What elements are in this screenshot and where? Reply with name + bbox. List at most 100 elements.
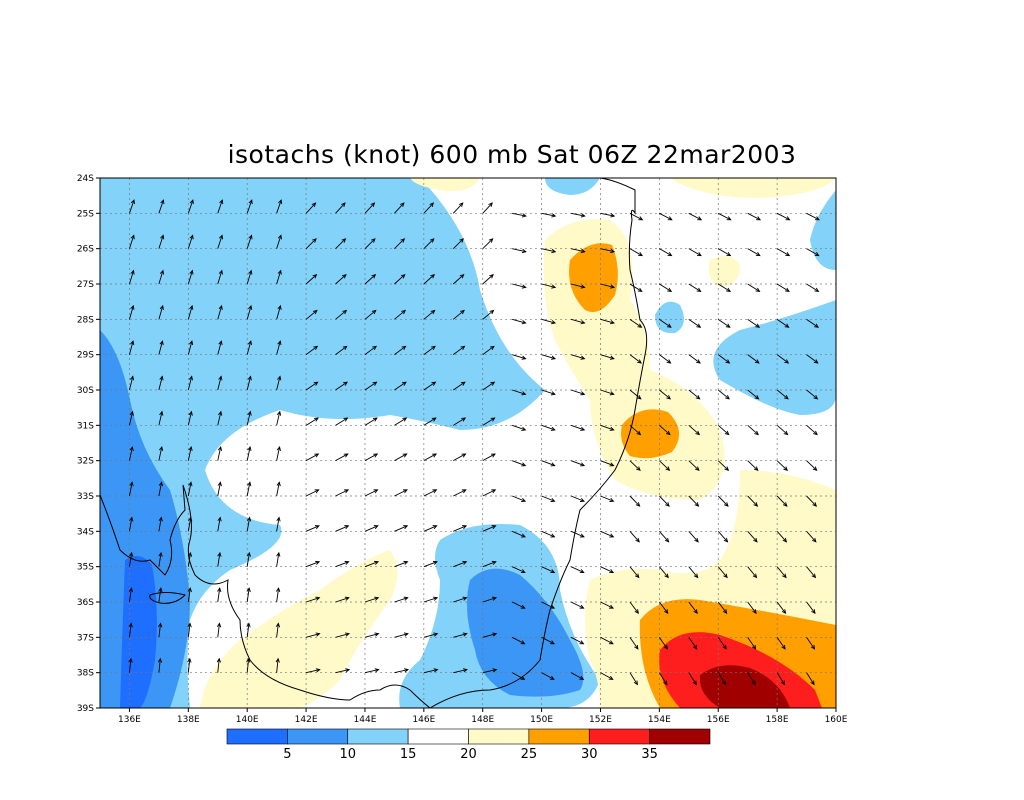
wind-arrow (747, 424, 759, 436)
wind-arrow (541, 672, 555, 680)
colorbar-swatch (287, 728, 349, 745)
wind-arrow (806, 212, 820, 221)
wind-arrow (364, 596, 380, 603)
wind-arrow (511, 530, 526, 538)
wind-arrow (629, 248, 643, 257)
wind-arrow (659, 354, 672, 364)
wind-arrow (305, 345, 319, 356)
lat-tick-label: 27S (77, 280, 94, 290)
wind-arrow (512, 212, 527, 218)
lon-tick-label: 142E (295, 715, 318, 725)
wind-arrow (364, 417, 378, 426)
wind-arrow (482, 309, 495, 320)
wind-arrow (217, 340, 223, 355)
wind-arrow (158, 304, 164, 320)
wind-arrow (158, 551, 163, 567)
wind-arrow (217, 587, 222, 603)
wind-arrow (364, 632, 380, 638)
wind-arrow (453, 632, 468, 638)
wind-arrow (512, 248, 527, 254)
wind-arrow (717, 566, 728, 579)
wind-arrow (452, 273, 465, 285)
wind-arrow (512, 318, 527, 325)
wind-arrow (246, 657, 251, 673)
wind-arrow (128, 481, 134, 497)
grid-lines (100, 178, 836, 708)
wind-arrow (482, 273, 494, 285)
wind-arrow (482, 632, 498, 638)
lon-tick-label: 140E (236, 715, 259, 725)
lon-tick-label: 148E (471, 715, 494, 725)
wind-arrow (187, 234, 194, 249)
wind-arrow (453, 417, 467, 426)
wind-arrow (364, 273, 377, 285)
wind-arrow (718, 212, 732, 221)
wind-arrow (688, 354, 701, 364)
wind-arrow (423, 309, 436, 320)
wind-arrow (335, 202, 346, 214)
wind-arrow (453, 345, 466, 356)
wind-arrow (305, 525, 320, 532)
wind-arrow (305, 632, 321, 638)
wind-arrow (806, 672, 815, 686)
wind-arrow (394, 238, 406, 249)
wind-arrow (335, 453, 349, 462)
wind-arrow (394, 417, 408, 426)
wind-arrow (394, 525, 409, 532)
wind-arrow (129, 340, 135, 355)
wind-arrow (452, 309, 465, 320)
colorbar-swatch (468, 728, 530, 745)
wind-arrow (305, 596, 321, 603)
wind-arrow (688, 531, 699, 543)
wind-arrow (717, 460, 730, 472)
wind-arrow (276, 516, 281, 532)
wind-arrow (776, 318, 790, 328)
wind-arrow (246, 375, 252, 391)
wind-arrow (335, 489, 350, 497)
lat-tick-label: 28S (77, 315, 94, 325)
wind-arrow (688, 212, 703, 221)
wind-arrow (158, 340, 164, 355)
wind-arrow (129, 375, 135, 391)
colorbar-swatch (649, 728, 711, 745)
wind-arrow (452, 238, 464, 249)
wind-arrow (659, 460, 671, 472)
wind-arrow (246, 410, 252, 426)
wind-vectors (128, 199, 820, 686)
wind-arrow (776, 460, 788, 472)
wind-arrow (806, 566, 817, 579)
wind-arrow (806, 389, 819, 400)
wind-arrow (158, 410, 164, 426)
shaded-contours (100, 178, 836, 708)
wind-arrow (217, 516, 222, 532)
wind-arrow (246, 445, 252, 461)
wind-arrow (570, 636, 585, 645)
wind-arrow (629, 672, 638, 686)
wind-arrow (305, 560, 321, 568)
wind-arrow (187, 199, 194, 214)
axis-ticks: 136E 138E 140E 142E 144E 146E 148E 150E 152E 154E… (77, 174, 848, 725)
wind-arrow (717, 672, 727, 686)
wind-arrow (453, 489, 467, 497)
wind-arrow (246, 622, 251, 638)
wind-arrow (658, 672, 668, 686)
wind-arrow (482, 417, 496, 426)
lat-tick-label: 35S (77, 563, 94, 573)
wind-arrow (246, 269, 253, 285)
wind-arrow (600, 424, 615, 431)
wind-arrow (364, 489, 379, 497)
lat-tick-label: 33S (77, 492, 94, 502)
wind-arrow (600, 248, 616, 254)
colorbar-swatch (588, 728, 650, 745)
wind-arrow (423, 381, 437, 391)
wind-arrow (423, 668, 439, 674)
wind-arrow (216, 622, 222, 638)
wind-arrow (187, 622, 192, 638)
wind-arrow (688, 318, 702, 328)
wind-arrow (335, 309, 348, 320)
wind-arrow (423, 273, 436, 285)
wind-arrow (600, 389, 615, 396)
wind-arrow (276, 340, 282, 355)
wind-arrow (776, 389, 789, 400)
wind-arrow (217, 269, 223, 285)
